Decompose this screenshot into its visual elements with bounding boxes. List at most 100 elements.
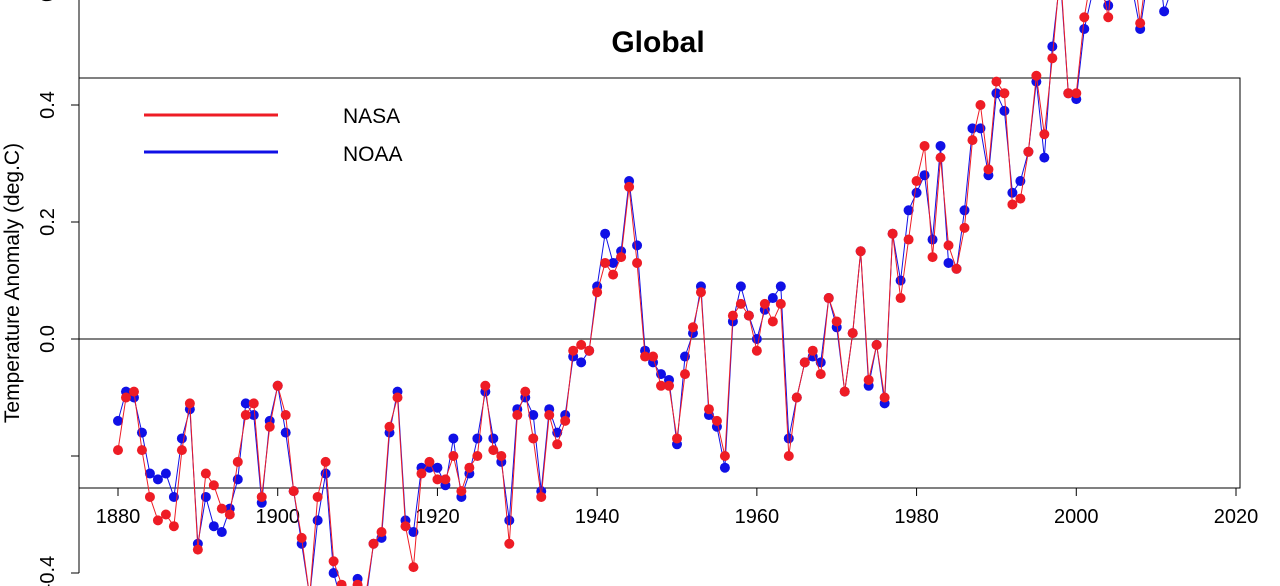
- data-point-nasa: [943, 240, 954, 251]
- data-point-nasa: [208, 480, 219, 491]
- data-point-nasa: [528, 433, 539, 444]
- data-point-noaa: [1079, 23, 1090, 34]
- data-point-nasa: [727, 310, 738, 321]
- data-point-noaa: [719, 462, 730, 473]
- data-point-nasa: [152, 515, 163, 526]
- data-point-nasa: [1071, 88, 1082, 99]
- data-point-nasa: [791, 392, 802, 403]
- data-point-nasa: [488, 445, 499, 456]
- data-point-nasa: [400, 521, 411, 532]
- data-point-nasa: [312, 491, 323, 502]
- data-point-nasa: [200, 468, 211, 479]
- data-point-nasa: [823, 293, 834, 304]
- data-point-noaa: [488, 433, 499, 444]
- data-point-nasa: [664, 380, 675, 391]
- data-point-nasa: [504, 538, 515, 549]
- legend: NASA NOAA: [144, 105, 403, 166]
- data-point-noaa: [136, 427, 147, 438]
- data-point-nasa: [144, 491, 155, 502]
- data-point-nasa: [775, 298, 786, 309]
- data-point-nasa: [376, 527, 387, 538]
- data-point-nasa: [616, 252, 627, 263]
- y-tick-label: 0.0: [37, 325, 59, 353]
- data-point-nasa: [959, 222, 970, 233]
- data-point-nasa: [256, 491, 267, 502]
- x-tick-label: 1980: [894, 506, 939, 528]
- data-point-nasa: [679, 369, 690, 380]
- data-point-nasa: [552, 439, 563, 450]
- data-point-nasa: [160, 509, 171, 520]
- x-tick-label: 1940: [575, 506, 620, 528]
- data-point-nasa: [1015, 193, 1026, 204]
- data-point-nasa: [280, 410, 291, 421]
- data-point-noaa: [472, 433, 483, 444]
- data-point-nasa: [648, 351, 659, 362]
- data-point-noaa: [991, 88, 1002, 99]
- data-point-nasa: [168, 521, 179, 532]
- data-point-nasa: [448, 451, 459, 461]
- data-point-noaa: [576, 357, 587, 368]
- data-point-noaa: [504, 515, 515, 526]
- data-point-nasa: [1063, 88, 1074, 99]
- data-point-nasa: [584, 345, 595, 356]
- data-point-nasa: [1023, 146, 1034, 157]
- data-point-noaa: [775, 281, 786, 292]
- data-point-nasa: [544, 410, 555, 421]
- data-point-noaa: [152, 474, 163, 485]
- data-point-nasa: [839, 386, 850, 397]
- data-point-nasa: [176, 445, 187, 456]
- data-point-noaa: [216, 527, 227, 538]
- y-tick-label: 0.4: [37, 91, 59, 119]
- data-point-noaa: [240, 398, 251, 409]
- data-point-nasa: [983, 164, 994, 175]
- data-point-nasa: [975, 100, 986, 110]
- data-point-nasa: [600, 257, 611, 268]
- data-point-nasa: [272, 380, 283, 391]
- data-point-nasa: [520, 386, 531, 397]
- data-point-nasa: [783, 451, 794, 461]
- data-point-nasa: [416, 468, 427, 479]
- data-point-nasa: [863, 374, 874, 385]
- data-point-noaa: [767, 293, 778, 304]
- data-point-nasa: [456, 486, 467, 497]
- data-point-nasa: [632, 257, 643, 268]
- data-point-nasa: [440, 474, 451, 485]
- data-point-nasa: [871, 339, 882, 350]
- data-point-nasa: [576, 339, 587, 350]
- data-point-noaa: [448, 433, 459, 444]
- data-point-nasa: [288, 486, 299, 497]
- data-point-nasa: [568, 345, 579, 356]
- data-point-noaa: [328, 568, 339, 578]
- data-point-noaa: [600, 228, 611, 239]
- data-point-noaa: [903, 205, 914, 216]
- data-point-nasa: [847, 328, 858, 339]
- data-point-nasa: [991, 76, 1002, 87]
- data-point-nasa: [224, 509, 235, 520]
- data-point-nasa: [512, 410, 523, 421]
- data-point-noaa: [735, 281, 746, 292]
- y-axis: -0.40.00.20.40.60.8: [37, 0, 80, 586]
- data-point-nasa: [608, 269, 619, 280]
- data-point-nasa: [927, 252, 938, 263]
- data-point-nasa: [264, 421, 275, 432]
- data-point-nasa: [472, 451, 483, 461]
- y-tick-label: -0.4: [37, 556, 59, 586]
- y-tick-label: 0.2: [37, 208, 59, 236]
- data-point-nasa: [951, 263, 962, 274]
- data-point-noaa: [935, 140, 946, 151]
- data-point-nasa: [703, 404, 714, 415]
- data-point-nasa: [855, 246, 866, 257]
- data-point-nasa: [799, 357, 810, 368]
- data-point-noaa: [1007, 187, 1018, 198]
- data-point-noaa: [312, 515, 323, 526]
- data-point-nasa: [480, 380, 491, 391]
- data-point-nasa: [392, 392, 403, 403]
- data-point-nasa: [113, 445, 123, 456]
- data-point-nasa: [328, 556, 339, 567]
- x-tick-label: 1900: [255, 506, 300, 528]
- x-axis: 1880 1900 1920 1940 1960 1980 2000 2020: [96, 487, 1258, 528]
- data-point-nasa: [903, 234, 914, 245]
- data-point-nasa: [1135, 18, 1146, 29]
- data-point-noaa: [1103, 0, 1114, 11]
- data-point-noaa: [113, 415, 123, 426]
